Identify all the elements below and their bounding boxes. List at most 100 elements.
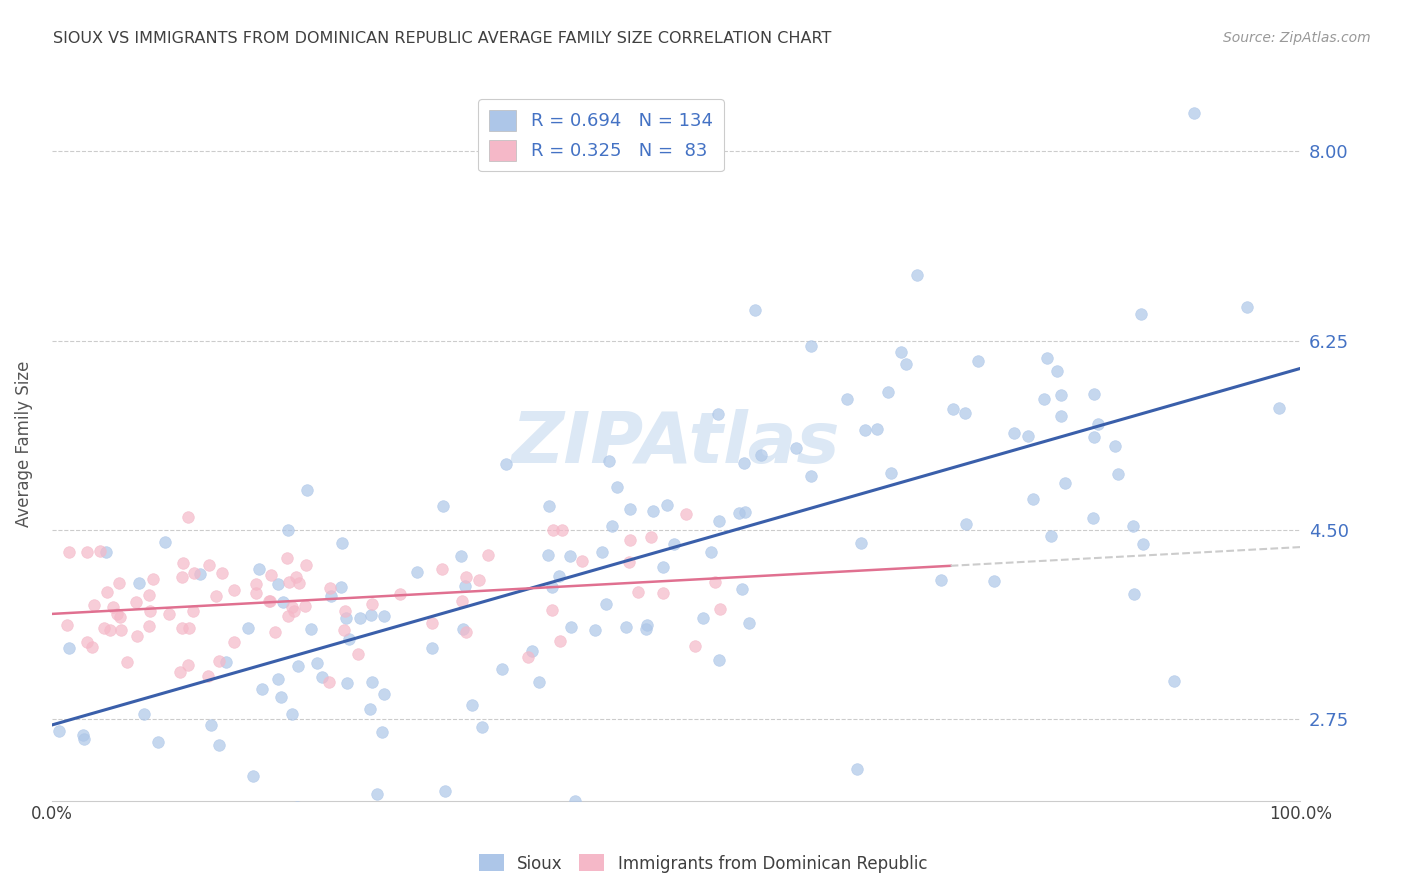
Point — [1236, 300, 1258, 314]
Point — [800, 468, 823, 483]
Point — [1122, 519, 1144, 533]
Point — [132, 707, 155, 722]
Point — [359, 701, 381, 715]
Point — [1049, 409, 1071, 423]
Point — [276, 550, 298, 565]
Point — [733, 456, 755, 470]
Point — [105, 607, 128, 622]
Point — [142, 572, 165, 586]
Point — [287, 575, 309, 590]
Point — [461, 698, 484, 713]
Point — [835, 392, 858, 406]
Point — [299, 623, 322, 637]
Point — [675, 508, 697, 522]
Point — [451, 594, 474, 608]
Point — [905, 268, 928, 283]
Point — [422, 616, 444, 631]
Point — [1130, 307, 1153, 321]
Point — [125, 595, 148, 609]
Point — [1002, 425, 1025, 440]
Point — [731, 582, 754, 597]
Point — [1107, 467, 1129, 481]
Point — [800, 339, 823, 353]
Point — [181, 604, 204, 618]
Point — [707, 514, 730, 528]
Point — [495, 457, 517, 471]
Point — [558, 549, 581, 563]
Point — [651, 559, 673, 574]
Point — [157, 607, 180, 622]
Point — [110, 623, 132, 637]
Point — [267, 576, 290, 591]
Point — [699, 545, 721, 559]
Point — [311, 670, 333, 684]
Point — [169, 665, 191, 680]
Point — [388, 587, 411, 601]
Point — [983, 574, 1005, 589]
Point — [865, 422, 887, 436]
Point — [335, 611, 357, 625]
Point — [205, 589, 228, 603]
Point — [361, 598, 384, 612]
Point — [1050, 388, 1073, 402]
Point — [281, 706, 304, 721]
Point — [224, 583, 246, 598]
Point — [48, 724, 70, 739]
Point — [188, 566, 211, 581]
Point — [108, 576, 131, 591]
Point — [259, 594, 281, 608]
Y-axis label: Average Family Size: Average Family Size — [15, 360, 32, 526]
Point — [153, 534, 176, 549]
Point — [58, 640, 80, 655]
Point — [547, 569, 569, 583]
Point — [749, 449, 772, 463]
Point — [520, 644, 543, 658]
Point — [207, 654, 229, 668]
Point — [709, 601, 731, 615]
Point — [849, 536, 872, 550]
Point — [270, 690, 292, 705]
Point — [257, 594, 280, 608]
Point — [76, 634, 98, 648]
Point — [606, 480, 628, 494]
Point — [215, 655, 238, 669]
Point — [211, 566, 233, 580]
Point — [591, 545, 613, 559]
Point — [284, 570, 307, 584]
Point — [451, 622, 474, 636]
Point — [366, 787, 388, 801]
Point — [598, 454, 620, 468]
Point — [433, 784, 456, 798]
Point — [330, 536, 353, 550]
Point — [541, 523, 564, 537]
Point — [287, 659, 309, 673]
Point — [208, 738, 231, 752]
Point — [454, 579, 477, 593]
Point — [138, 619, 160, 633]
Point — [245, 577, 267, 591]
Point — [1083, 429, 1105, 443]
Point — [551, 523, 574, 537]
Point — [785, 441, 807, 455]
Point — [56, 617, 79, 632]
Point — [295, 483, 318, 498]
Point — [560, 619, 582, 633]
Point — [571, 554, 593, 568]
Point — [880, 466, 903, 480]
Point — [683, 640, 706, 654]
Point — [335, 604, 357, 618]
Point — [115, 655, 138, 669]
Point — [73, 731, 96, 746]
Point — [127, 629, 149, 643]
Point — [250, 681, 273, 696]
Point — [103, 600, 125, 615]
Point — [734, 505, 756, 519]
Point — [318, 581, 340, 595]
Point — [108, 609, 131, 624]
Legend: R = 0.694   N = 134, R = 0.325   N =  83: R = 0.694 N = 134, R = 0.325 N = 83 — [478, 99, 724, 171]
Point — [245, 586, 267, 600]
Point — [1040, 529, 1063, 543]
Point — [1046, 364, 1069, 378]
Point — [347, 648, 370, 662]
Point — [1163, 673, 1185, 688]
